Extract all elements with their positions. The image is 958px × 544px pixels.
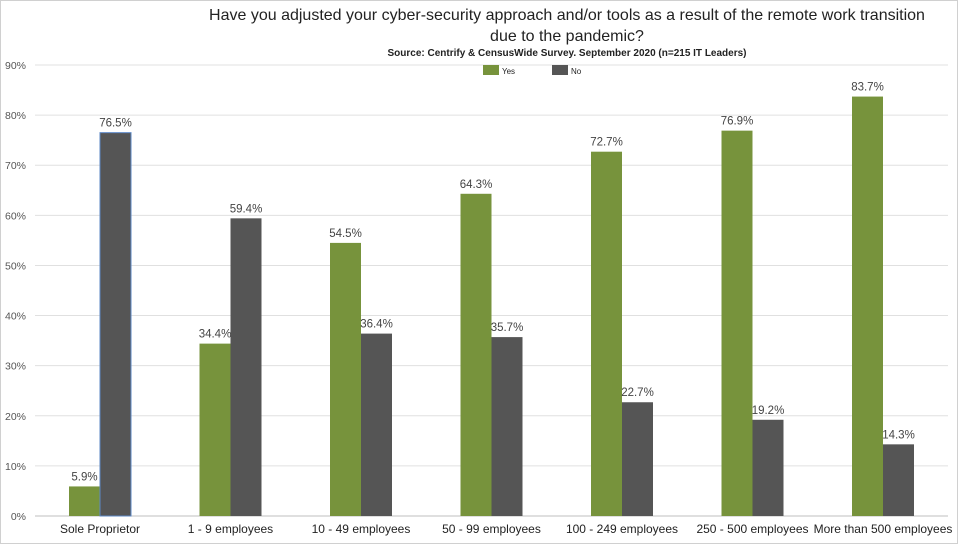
chart-subtitle: Source: Centrify & CensusWide Survey. Se… [387,48,746,59]
data-label: 22.7% [621,387,654,399]
data-label: 72.7% [590,137,623,149]
bar-no[interactable] [883,444,914,516]
x-category-label: 100 - 249 employees [566,522,678,536]
data-label: 64.3% [460,179,493,191]
x-category-label: 50 - 99 employees [442,522,541,536]
data-label: 34.4% [199,329,232,341]
data-label: 5.9% [71,471,97,483]
data-label: 54.5% [329,228,362,240]
data-label: 59.4% [230,203,263,215]
bar-yes[interactable] [460,193,492,516]
y-tick-label: 20% [5,411,26,423]
y-tick-label: 30% [5,361,26,373]
legend-label-no: No [571,67,582,76]
y-tick-label: 60% [5,210,26,222]
bar-yes[interactable] [199,343,231,516]
bar-yes[interactable] [591,151,622,517]
chart-title-line2: due to the pandemic? [490,28,644,45]
bar-yes[interactable] [852,96,883,516]
y-tick-label: 0% [11,511,26,523]
data-label: 35.7% [491,322,524,334]
x-category-label: Sole Proprietor [60,522,140,536]
data-label: 14.3% [882,429,915,441]
bar-no[interactable] [230,218,262,516]
bar-no[interactable] [361,333,392,516]
data-label: 76.9% [721,116,754,128]
chart-title-line1: Have you adjusted your cyber-security ap… [209,7,925,24]
bar-no[interactable] [622,402,653,516]
data-label: 83.7% [851,82,884,94]
data-label: 76.5% [99,118,132,130]
y-tick-label: 10% [5,461,26,473]
bar-yes[interactable] [721,130,753,516]
data-label: 36.4% [360,319,393,331]
x-category-label: 1 - 9 employees [188,522,273,536]
legend-swatch-yes [483,65,499,75]
x-category-label: More than 500 employees [814,522,953,536]
y-tick-label: 40% [5,311,26,323]
y-tick-label: 50% [5,260,26,272]
bar-no[interactable] [752,419,784,516]
x-category-label: 10 - 49 employees [312,522,411,536]
y-tick-label: 70% [5,160,26,172]
legend-swatch-no [552,65,568,75]
bar-no[interactable] [491,337,523,516]
bar-yes[interactable] [69,486,100,516]
data-label: 19.2% [752,405,785,417]
bar-no[interactable] [99,132,132,517]
bar-yes[interactable] [330,242,361,516]
legend-label-yes: Yes [502,67,515,76]
x-category-label: 250 - 500 employees [696,522,808,536]
y-tick-label: 90% [5,60,26,72]
y-tick-label: 80% [5,110,26,122]
